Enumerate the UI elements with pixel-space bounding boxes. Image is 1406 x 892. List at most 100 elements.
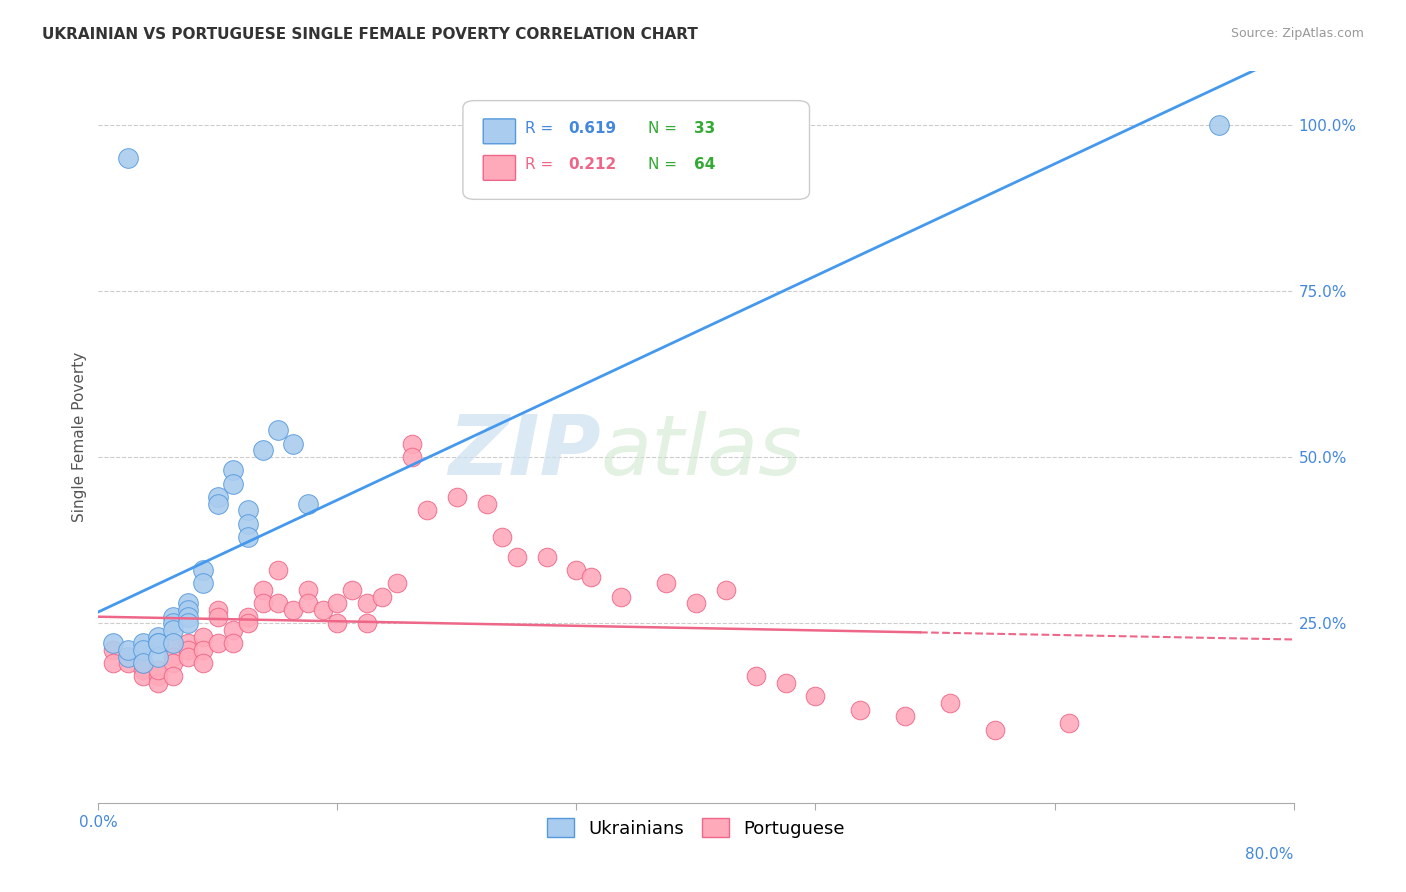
FancyBboxPatch shape xyxy=(484,119,516,144)
Text: R =: R = xyxy=(524,121,558,136)
Point xyxy=(148,649,170,664)
Point xyxy=(191,563,214,577)
Text: 80.0%: 80.0% xyxy=(1246,847,1294,862)
Point xyxy=(281,603,304,617)
Point xyxy=(207,603,229,617)
Point xyxy=(252,596,274,610)
Point xyxy=(191,656,214,670)
Point xyxy=(117,649,139,664)
Point xyxy=(267,424,290,438)
Point xyxy=(236,530,259,544)
Point xyxy=(446,490,468,504)
Legend: Ukrainians, Portuguese: Ukrainians, Portuguese xyxy=(540,811,852,845)
Point xyxy=(281,436,304,450)
Point xyxy=(177,596,200,610)
Point xyxy=(326,596,349,610)
Point xyxy=(356,596,378,610)
Point xyxy=(191,630,214,644)
Point xyxy=(1059,716,1081,731)
Point xyxy=(894,709,917,723)
Point xyxy=(416,503,439,517)
Point xyxy=(401,436,423,450)
Text: 0.212: 0.212 xyxy=(568,158,616,172)
Point xyxy=(132,636,155,650)
Point xyxy=(132,656,155,670)
Point xyxy=(162,656,184,670)
Point xyxy=(655,576,678,591)
Point xyxy=(117,656,139,670)
Point xyxy=(177,603,200,617)
Point xyxy=(103,643,125,657)
Text: Source: ZipAtlas.com: Source: ZipAtlas.com xyxy=(1230,27,1364,40)
FancyBboxPatch shape xyxy=(463,101,810,200)
Point xyxy=(117,643,139,657)
Point xyxy=(804,690,827,704)
Point xyxy=(236,609,259,624)
Point xyxy=(207,636,229,650)
Point xyxy=(775,676,797,690)
Point xyxy=(536,549,558,564)
Point xyxy=(356,616,378,631)
Point xyxy=(236,616,259,631)
Text: ZIP: ZIP xyxy=(447,411,600,492)
Point xyxy=(222,636,245,650)
Point xyxy=(342,582,364,597)
Point xyxy=(103,656,125,670)
Point xyxy=(148,669,170,683)
Point xyxy=(162,669,184,683)
Point xyxy=(207,490,229,504)
Point xyxy=(148,636,170,650)
Point xyxy=(177,643,200,657)
Point xyxy=(565,563,588,577)
Point xyxy=(297,497,319,511)
Text: atlas: atlas xyxy=(600,411,801,492)
Point xyxy=(222,623,245,637)
Point xyxy=(132,643,155,657)
Point xyxy=(132,663,155,677)
Point xyxy=(491,530,513,544)
Point xyxy=(252,443,274,458)
Point xyxy=(685,596,707,610)
Point xyxy=(162,636,184,650)
Point xyxy=(849,703,872,717)
Point xyxy=(371,590,394,604)
Text: R =: R = xyxy=(524,158,558,172)
Point xyxy=(117,649,139,664)
Point xyxy=(117,151,139,165)
Point xyxy=(177,609,200,624)
Point xyxy=(745,669,768,683)
Text: 64: 64 xyxy=(693,158,716,172)
Text: 0.619: 0.619 xyxy=(568,121,616,136)
Point xyxy=(311,603,333,617)
FancyBboxPatch shape xyxy=(484,155,516,180)
Text: UKRAINIAN VS PORTUGUESE SINGLE FEMALE POVERTY CORRELATION CHART: UKRAINIAN VS PORTUGUESE SINGLE FEMALE PO… xyxy=(42,27,697,42)
Point xyxy=(385,576,409,591)
Point xyxy=(132,669,155,683)
Point xyxy=(581,570,603,584)
Point xyxy=(162,649,184,664)
Point xyxy=(297,596,319,610)
Text: N =: N = xyxy=(648,158,682,172)
Point xyxy=(267,563,290,577)
Point xyxy=(148,663,170,677)
Point xyxy=(222,463,245,477)
Point xyxy=(162,623,184,637)
Point xyxy=(177,636,200,650)
Point xyxy=(177,616,200,631)
Text: 33: 33 xyxy=(693,121,714,136)
Point xyxy=(222,476,245,491)
Point xyxy=(148,636,170,650)
Point xyxy=(236,503,259,517)
Point xyxy=(191,576,214,591)
Point xyxy=(103,636,125,650)
Point xyxy=(162,609,184,624)
Point xyxy=(148,676,170,690)
Point xyxy=(475,497,498,511)
Point xyxy=(207,497,229,511)
Point xyxy=(984,723,1007,737)
Text: N =: N = xyxy=(648,121,682,136)
Point xyxy=(162,616,184,631)
Point xyxy=(610,590,633,604)
Point xyxy=(177,649,200,664)
Point xyxy=(326,616,349,631)
